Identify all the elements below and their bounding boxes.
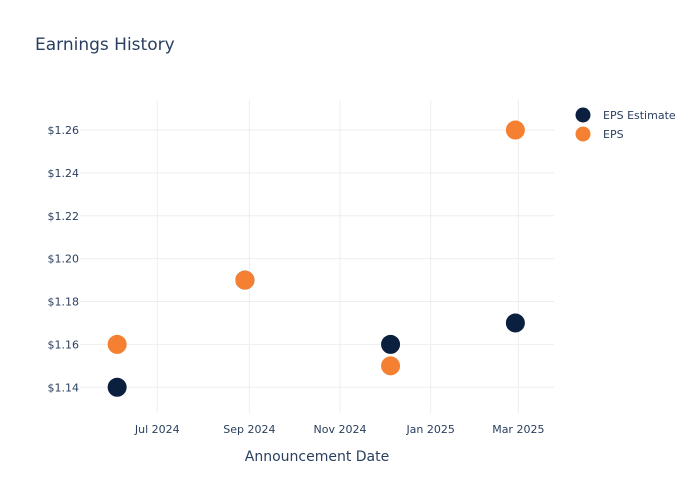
legend[interactable]: EPS Estimate EPS — [575, 107, 676, 142]
eps-estimate-point[interactable] — [505, 313, 525, 333]
eps-point[interactable] — [235, 270, 255, 290]
x-tick-label: Mar 2025 — [492, 423, 544, 436]
eps-estimate-legend-label[interactable]: EPS Estimate — [603, 109, 676, 122]
x-tick-label: Nov 2024 — [314, 423, 367, 436]
x-tick-label: Sep 2024 — [223, 423, 275, 436]
y-tick-label: $1.24 — [48, 167, 80, 180]
x-tick-label: Jul 2024 — [134, 423, 180, 436]
x-tick-label: Jan 2025 — [405, 423, 454, 436]
eps-estimate-point[interactable] — [107, 377, 127, 397]
eps-point[interactable] — [381, 356, 401, 376]
grid-layer — [80, 100, 554, 413]
eps-point[interactable] — [107, 334, 127, 354]
eps-legend-marker[interactable] — [575, 126, 591, 142]
y-tick-label: $1.20 — [48, 253, 80, 266]
tick-layer: $1.14 $1.16 $1.18 $1.20 $1.22 $1.24 $1.26 Jul 2… — [48, 124, 545, 436]
y-tick-label: $1.18 — [48, 296, 80, 309]
chart-title: Earnings History — [35, 35, 175, 55]
eps-point[interactable] — [505, 120, 525, 140]
y-tick-label: $1.26 — [48, 124, 80, 137]
x-axis-label: Announcement Date — [245, 449, 389, 465]
y-tick-label: $1.14 — [48, 381, 80, 394]
y-tick-label: $1.22 — [48, 210, 80, 223]
eps-estimate-point[interactable] — [381, 334, 401, 354]
eps-estimate-legend-marker[interactable] — [575, 107, 591, 123]
points-layer — [107, 120, 525, 397]
y-tick-label: $1.16 — [48, 338, 80, 351]
eps-legend-label[interactable]: EPS — [603, 128, 624, 141]
